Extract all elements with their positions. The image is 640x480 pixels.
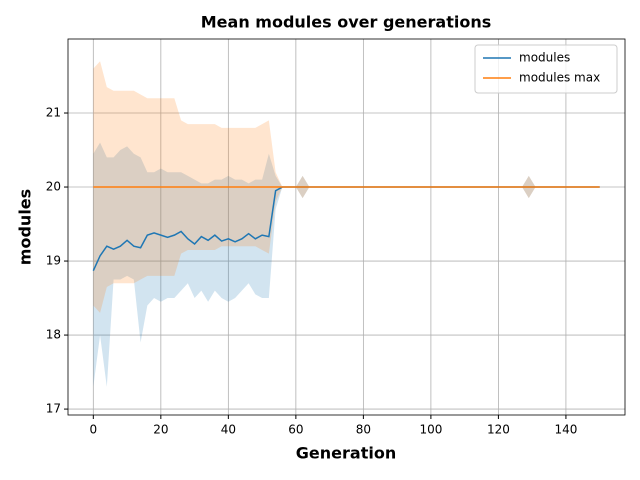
legend-label: modules max [519, 71, 600, 85]
x-tick-label: 60 [288, 423, 303, 437]
band [93, 142, 600, 387]
y-tick-label: 17 [46, 402, 61, 416]
y-tick-label: 19 [46, 254, 61, 268]
legend-label: modules [519, 51, 570, 65]
legend: modules modules max [474, 44, 618, 94]
x-tick-label: 100 [419, 423, 442, 437]
x-tick-label: 140 [554, 423, 577, 437]
legend-box [474, 44, 618, 94]
y-tick-label: 20 [46, 180, 61, 194]
x-tick-label: 20 [153, 423, 168, 437]
plot-frame [67, 38, 626, 416]
x-tick-label: 80 [356, 423, 371, 437]
x-tick-label: 40 [221, 423, 236, 437]
x-tick-label: 120 [487, 423, 510, 437]
x-axis-label: Generation [296, 444, 396, 463]
y-tick-label: 21 [46, 106, 61, 120]
chart-title: Mean modules over generations [201, 13, 491, 32]
y-tick-label: 18 [46, 328, 61, 342]
y-axis-label: modules [16, 189, 35, 265]
x-tick-label: 0 [89, 423, 97, 437]
